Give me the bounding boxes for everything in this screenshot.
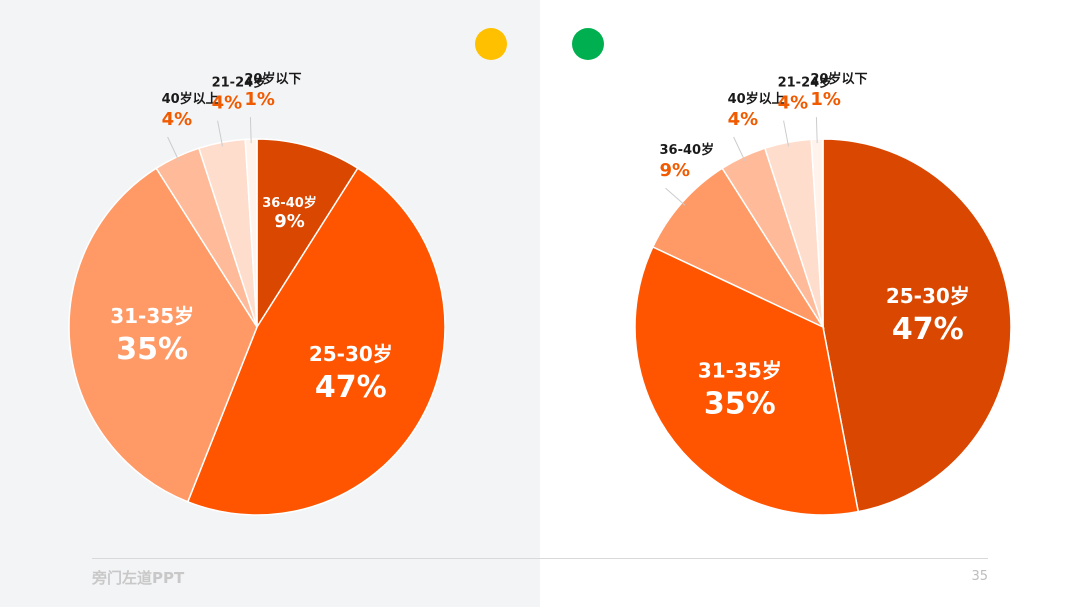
leader-line-20-under (249, 117, 252, 144)
pie-slice-31-35 (68, 167, 258, 503)
slice-label-31-35: 31-35岁 (698, 359, 782, 383)
slice-label-20-under: 20岁以下 (244, 71, 301, 87)
leader-line-40-plus (733, 136, 746, 161)
pie-slice-25-30 (822, 138, 1012, 513)
slice-label-25-30: 25-30岁 (886, 284, 970, 308)
slice-value-25-30: 47% (892, 312, 964, 347)
pie-slice-31-35 (634, 245, 860, 516)
slice-value-31-35: 35% (704, 387, 776, 422)
slice-value-20-under: 1% (810, 89, 841, 110)
slice-label-21-24: 21-24岁 (778, 75, 833, 91)
slice-label-36-40: 36-40岁 (262, 195, 317, 211)
footer-brand: 旁门左道PPT (92, 569, 185, 587)
pie-chart-1: 36-40岁9%25-30岁47%31-35岁35%40岁以上4%21-24岁4… (68, 71, 446, 516)
leader-line-20-under (815, 117, 818, 144)
slice-value-25-30: 47% (315, 370, 387, 405)
footer-divider (92, 558, 988, 559)
leader-line-40-plus (167, 136, 180, 161)
leader-line-21-24 (217, 120, 223, 147)
slice-label-20-under: 20岁以下 (810, 71, 867, 87)
pie-slice-36-40 (256, 138, 359, 330)
pie-chart-2: 25-30岁47%31-35岁35%36-40岁9%40岁以上4%21-24岁4… (634, 71, 1012, 516)
green-dot (572, 28, 604, 60)
slice-value-40-plus: 4% (728, 109, 759, 130)
slice-label-25-30: 25-30岁 (309, 342, 393, 366)
slice-value-31-35: 35% (116, 332, 188, 367)
slice-value-36-40: 9% (660, 160, 691, 181)
slice-label-36-40: 36-40岁 (660, 142, 715, 158)
slice-label-31-35: 31-35岁 (110, 304, 194, 328)
page-number: 35 (971, 569, 988, 584)
slice-label-40-plus: 40岁以上 (162, 91, 219, 107)
slice-label-21-24: 21-24岁 (212, 75, 267, 91)
pie-slice-25-30 (186, 167, 446, 516)
slice-value-20-under: 1% (244, 89, 275, 110)
leader-line-36-40 (665, 187, 686, 206)
yellow-dot (475, 28, 507, 60)
slice-value-21-24: 4% (778, 93, 809, 114)
slice-value-21-24: 4% (212, 93, 243, 114)
slice-value-40-plus: 4% (162, 109, 193, 130)
slice-value-36-40: 9% (274, 211, 305, 232)
leader-line-21-24 (783, 120, 789, 147)
slice-label-40-plus: 40岁以上 (728, 91, 785, 107)
